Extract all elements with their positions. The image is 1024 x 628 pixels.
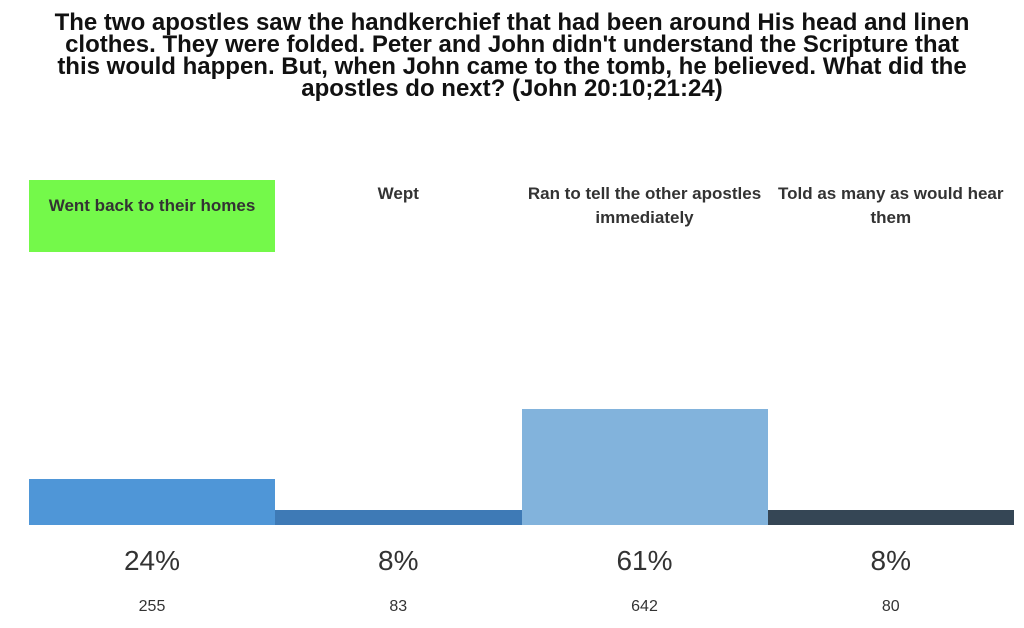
percent-label: 8% (870, 545, 911, 576)
bar (521, 409, 768, 525)
vote-count: 255 (138, 598, 166, 615)
percent-label: 24% (123, 545, 181, 576)
option-label: Told as many as would hear them (778, 184, 1004, 227)
vote-count: 80 (881, 598, 900, 615)
option-label: Went back to their homes (29, 180, 275, 252)
bar (275, 509, 522, 525)
option-label: Ran to tell the other apostles immediate… (527, 184, 762, 227)
vote-count: 83 (389, 598, 408, 615)
bar (29, 479, 276, 525)
option-label: Wept (377, 184, 419, 203)
question-title: The two apostles saw the handkerchief th… (54, 9, 970, 102)
bar (767, 509, 1014, 525)
percent-label: 61% (616, 545, 673, 576)
percent-label: 8% (378, 545, 419, 576)
vote-count: 642 (631, 598, 658, 615)
